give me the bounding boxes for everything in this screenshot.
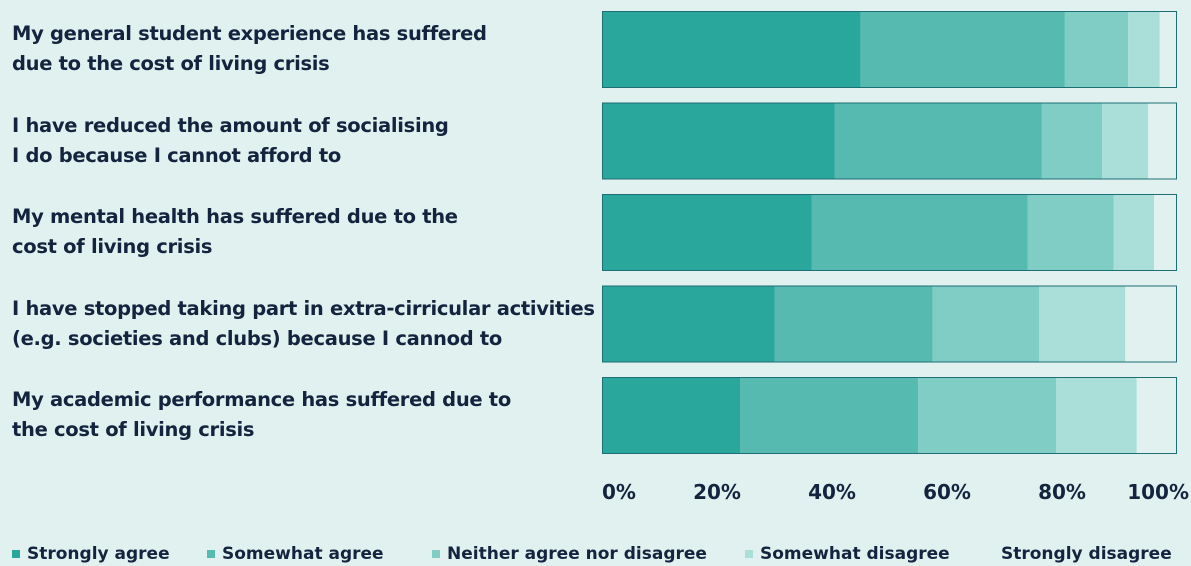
bar-segment	[1102, 102, 1149, 180]
category-label-line: I have stopped taking part in extra-cirr…	[12, 296, 595, 320]
legend-swatch	[12, 550, 20, 558]
category-label-line: cost of living crisis	[12, 235, 213, 258]
x-tick-label: 0%	[602, 480, 636, 504]
category-label: My academic performance has suffered due…	[12, 385, 602, 445]
bar-segment	[1113, 194, 1154, 271]
legend-item: Somewhat disagree	[745, 544, 950, 564]
legend-item: Strongly agree	[12, 544, 170, 564]
legend-item: Strongly disagree	[986, 544, 1172, 564]
bar-outline	[602, 194, 1177, 271]
category-label-line: (e.g. societies and clubs) because I can…	[12, 326, 502, 350]
bar-segment	[1125, 285, 1177, 363]
x-tick-label: 80%	[1038, 480, 1086, 504]
legend-label: Neither agree nor disagree	[447, 544, 707, 564]
bar-segment	[1064, 11, 1129, 88]
bar-segment	[602, 102, 835, 180]
chart-legend: Strongly agree Somewhat agree Neither agre…	[12, 544, 1191, 566]
legend-swatch	[207, 550, 215, 558]
bar-segment	[1159, 11, 1177, 88]
bar-segment	[774, 285, 933, 363]
bar-segment	[834, 102, 1042, 180]
category-label: I have stopped taking part in extra-cirr…	[12, 294, 602, 354]
category-label-line: My academic performance has suffered due…	[12, 388, 511, 411]
bar-segment	[602, 194, 812, 271]
x-tick-label: 100%	[1127, 480, 1189, 504]
category-label-line: My mental health has suffered due to the	[12, 205, 458, 228]
x-tick-label: 20%	[693, 480, 741, 504]
legend-swatch	[432, 550, 440, 558]
legend-label: Strongly disagree	[1001, 544, 1172, 564]
bar-segment	[1041, 102, 1103, 180]
bar-segment	[1128, 11, 1160, 88]
legend-item: Neither agree nor disagree	[432, 544, 707, 564]
category-label: My mental health has suffered due to the…	[12, 202, 602, 262]
bar-outline	[602, 11, 1177, 88]
bar-segment	[740, 377, 919, 454]
category-label-line: the cost of living crisis	[12, 418, 255, 441]
category-label-line: My general student experience has suffer…	[12, 22, 487, 45]
bar-segment	[918, 377, 1057, 454]
bar-segment	[1056, 377, 1137, 454]
bar-segment	[1148, 102, 1177, 180]
stacked-bar-chart: 0% 20% 40% 60% 80% 100%	[602, 11, 1189, 504]
bar-segment	[1136, 377, 1177, 454]
bar-segment	[602, 285, 775, 363]
category-label-line: I do because I cannot afford to	[12, 143, 341, 167]
category-label: I have reduced the amount of socialising…	[12, 111, 602, 171]
bar-segment	[811, 194, 1028, 271]
legend-label: Somewhat agree	[222, 544, 384, 564]
legend-label: Somewhat disagree	[760, 544, 950, 564]
category-label-line: I have reduced the amount of socialising	[12, 113, 449, 137]
x-tick-label: 40%	[808, 480, 856, 504]
legend-label: Strongly agree	[27, 544, 170, 564]
bar-segment	[1154, 194, 1177, 271]
x-tick-label: 60%	[923, 480, 971, 504]
legend-swatch	[745, 550, 753, 558]
bar-segment	[602, 377, 740, 454]
bar-outline	[602, 377, 1177, 454]
legend-item: Somewhat agree	[207, 544, 384, 564]
category-label-line: due to the cost of living crisis	[12, 52, 330, 75]
bar-segment	[602, 11, 861, 88]
category-label: My general student experience has suffer…	[12, 19, 602, 79]
bar-segment	[1027, 194, 1114, 271]
bar-outline	[602, 102, 1177, 180]
bar-segment	[932, 285, 1040, 363]
bar-segment	[860, 11, 1065, 88]
bar-outline	[602, 285, 1177, 363]
legend-swatch	[986, 550, 994, 558]
bar-segment	[1039, 285, 1126, 363]
